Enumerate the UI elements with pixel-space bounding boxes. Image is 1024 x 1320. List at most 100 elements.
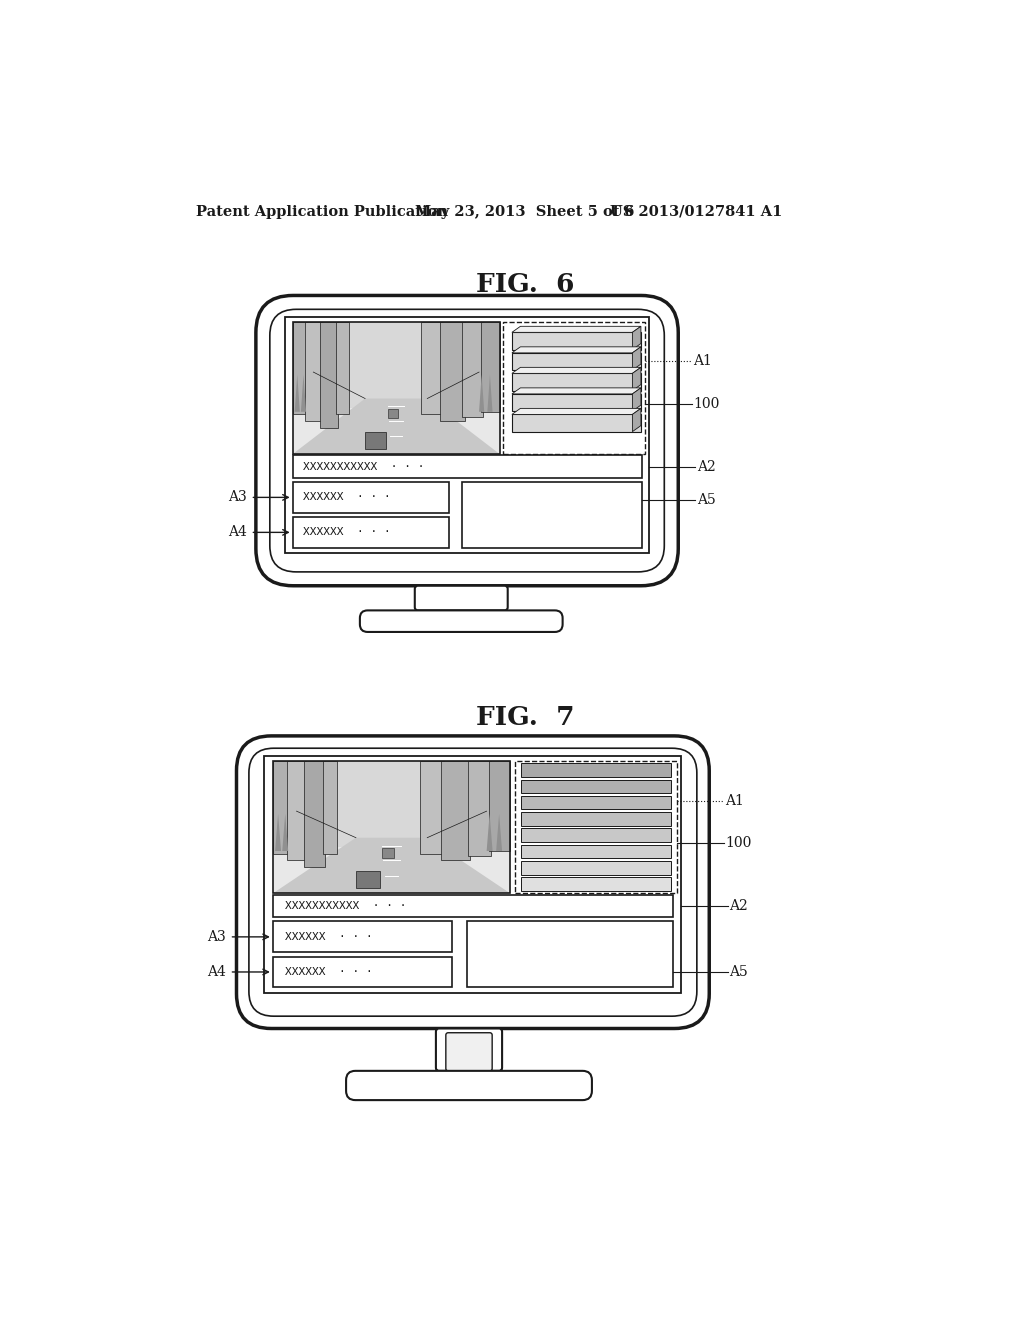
Bar xyxy=(319,322,338,428)
Bar xyxy=(366,432,386,449)
FancyBboxPatch shape xyxy=(249,748,697,1016)
Text: XXXXXX  · · ·: XXXXXX · · · xyxy=(303,492,391,503)
Bar xyxy=(323,760,337,854)
Bar xyxy=(272,895,673,917)
Bar xyxy=(521,861,671,875)
FancyBboxPatch shape xyxy=(346,1071,592,1100)
Bar xyxy=(512,414,641,432)
Bar xyxy=(382,849,394,858)
Bar xyxy=(462,482,641,548)
Text: May 23, 2013  Sheet 5 of 6: May 23, 2013 Sheet 5 of 6 xyxy=(415,205,634,219)
Bar xyxy=(441,760,470,861)
Bar xyxy=(521,780,671,793)
Text: A5: A5 xyxy=(729,965,749,979)
Bar xyxy=(356,871,380,888)
Bar xyxy=(272,760,510,847)
Bar xyxy=(521,763,671,777)
Bar xyxy=(521,812,671,826)
Bar xyxy=(515,760,677,894)
Polygon shape xyxy=(512,326,641,333)
Polygon shape xyxy=(479,375,484,412)
FancyBboxPatch shape xyxy=(359,610,562,632)
Polygon shape xyxy=(275,814,281,851)
Bar xyxy=(521,878,671,891)
Bar xyxy=(512,374,641,391)
Bar xyxy=(272,760,510,894)
Text: 100: 100 xyxy=(693,397,720,411)
Text: A3: A3 xyxy=(207,929,225,944)
Bar xyxy=(293,322,500,454)
Bar xyxy=(272,957,452,987)
Text: A2: A2 xyxy=(697,459,716,474)
Polygon shape xyxy=(272,838,510,894)
Bar xyxy=(293,482,449,512)
Polygon shape xyxy=(633,326,641,350)
Bar xyxy=(481,322,500,412)
FancyBboxPatch shape xyxy=(445,1032,493,1071)
Text: XXXXXXXXXXX  · · ·: XXXXXXXXXXX · · · xyxy=(303,462,425,471)
Polygon shape xyxy=(633,408,641,432)
Polygon shape xyxy=(295,375,300,412)
Polygon shape xyxy=(512,408,641,414)
Polygon shape xyxy=(293,399,500,454)
Polygon shape xyxy=(283,814,288,851)
Text: A4: A4 xyxy=(207,965,225,979)
Bar xyxy=(463,322,483,417)
Polygon shape xyxy=(512,388,641,393)
Text: XXXXXX  · · ·: XXXXXX · · · xyxy=(286,932,373,942)
Bar xyxy=(293,322,500,454)
Bar xyxy=(272,760,510,894)
FancyBboxPatch shape xyxy=(270,309,665,572)
Text: A5: A5 xyxy=(697,492,716,507)
Bar xyxy=(264,756,681,993)
Text: US 2013/0127841 A1: US 2013/0127841 A1 xyxy=(610,205,782,219)
Polygon shape xyxy=(512,347,641,352)
Bar xyxy=(521,796,671,809)
Text: XXXXXX  · · ·: XXXXXX · · · xyxy=(286,968,373,977)
Text: A2: A2 xyxy=(729,899,749,913)
Polygon shape xyxy=(486,814,493,851)
Bar xyxy=(439,322,465,421)
Text: Patent Application Publication: Patent Application Publication xyxy=(197,205,449,219)
Text: FIG.  6: FIG. 6 xyxy=(475,272,574,297)
Polygon shape xyxy=(301,375,306,412)
Bar xyxy=(420,760,443,854)
Text: FIG.  7: FIG. 7 xyxy=(475,705,574,730)
FancyBboxPatch shape xyxy=(415,586,508,610)
FancyBboxPatch shape xyxy=(256,296,678,586)
Bar xyxy=(304,760,325,867)
Bar xyxy=(468,760,492,857)
Bar xyxy=(489,760,510,851)
Bar xyxy=(512,393,641,411)
Bar xyxy=(293,517,449,548)
Bar xyxy=(293,322,500,408)
Bar xyxy=(512,333,641,350)
Text: 100: 100 xyxy=(725,836,752,850)
Bar xyxy=(521,845,671,858)
Text: XXXXXX  · · ·: XXXXXX · · · xyxy=(303,528,391,537)
Bar xyxy=(336,322,348,414)
Text: A1: A1 xyxy=(725,793,744,808)
Polygon shape xyxy=(633,388,641,411)
Polygon shape xyxy=(512,367,641,374)
Bar xyxy=(388,409,398,418)
Bar xyxy=(421,322,441,414)
Bar xyxy=(521,829,671,842)
Bar xyxy=(293,455,641,478)
Bar xyxy=(512,352,641,370)
Text: XXXXXXXXXXX  · · ·: XXXXXXXXXXX · · · xyxy=(286,902,407,911)
Polygon shape xyxy=(497,814,502,851)
Bar xyxy=(293,322,307,414)
FancyBboxPatch shape xyxy=(237,737,710,1028)
Bar xyxy=(272,760,290,854)
Bar xyxy=(467,921,673,987)
Bar xyxy=(504,322,645,454)
Polygon shape xyxy=(487,375,493,412)
Polygon shape xyxy=(633,347,641,370)
Bar xyxy=(286,317,649,553)
Bar xyxy=(272,921,452,952)
Bar xyxy=(305,322,322,421)
FancyBboxPatch shape xyxy=(436,1028,502,1071)
Text: A3: A3 xyxy=(227,491,247,504)
Polygon shape xyxy=(633,367,641,391)
